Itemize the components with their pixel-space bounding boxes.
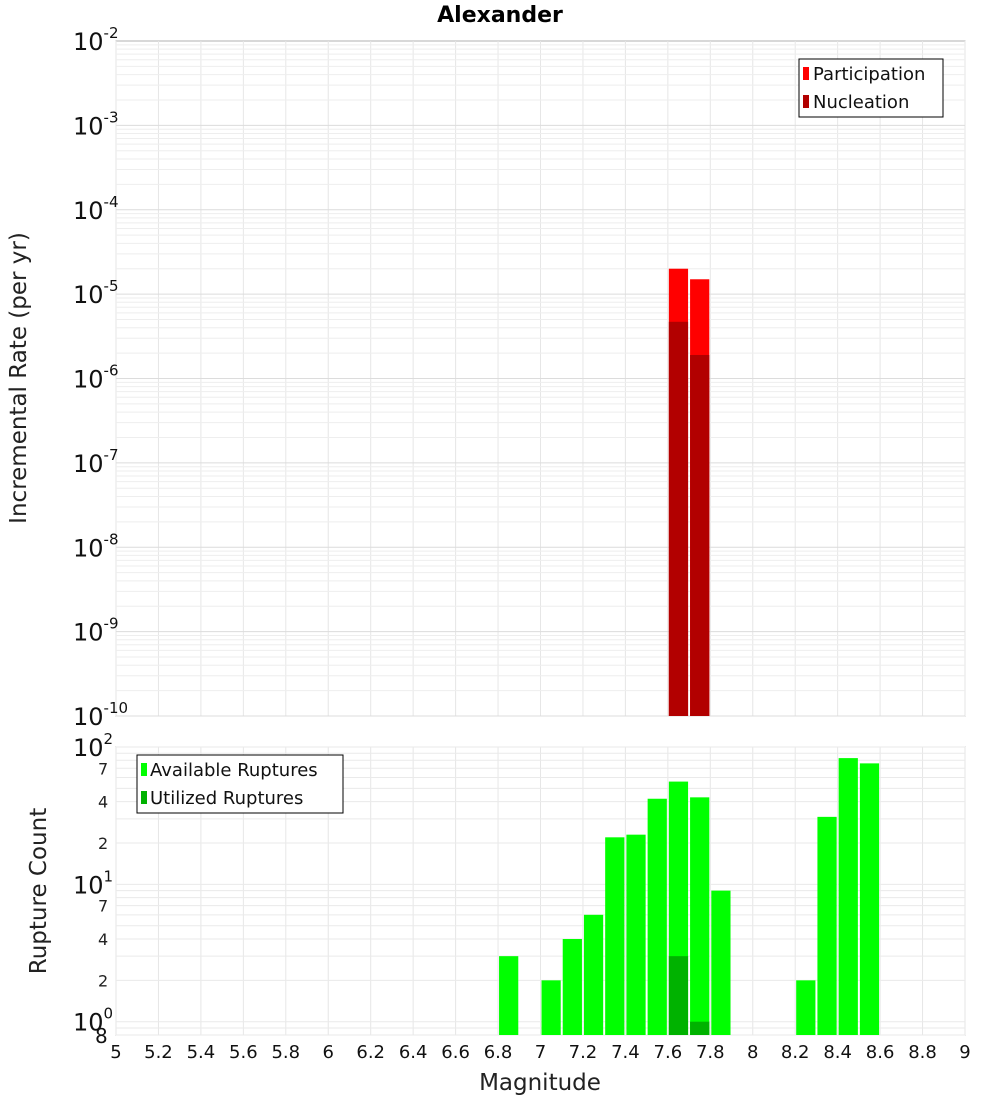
- top-y-tick-label: 10-4: [73, 193, 119, 225]
- x-tick-label: 6.2: [356, 1042, 385, 1063]
- available-ruptures-bar: [838, 758, 858, 1035]
- x-tick-label: 5.2: [144, 1042, 173, 1063]
- top-y-tick-label: 10-3: [73, 108, 119, 140]
- top-legend: Participation Nucleation: [798, 58, 944, 118]
- top-bars: [668, 268, 710, 716]
- bottom-bars: [499, 758, 880, 1035]
- x-tick-label: 6.4: [399, 1042, 428, 1063]
- available-ruptures-bar: [562, 939, 582, 1035]
- chart-title: Alexander: [437, 3, 563, 28]
- x-axis-label: Magnitude: [479, 1070, 601, 1096]
- bottom-y-minor-tick-label: 7: [98, 759, 108, 778]
- available-ruptures-bar: [711, 890, 731, 1035]
- legend-label-available: Available Ruptures: [150, 760, 318, 781]
- x-tick-label: 7.6: [654, 1042, 683, 1063]
- available-ruptures-bar: [626, 834, 646, 1035]
- available-ruptures-bar: [647, 798, 667, 1035]
- bottom-y-minor-tick-label: 7: [98, 897, 108, 916]
- x-tick-label: 5.6: [229, 1042, 258, 1063]
- x-tick-label: 8.8: [908, 1042, 937, 1063]
- legend-swatch-utilized: [141, 791, 147, 804]
- x-tick-label: 6: [323, 1042, 334, 1063]
- available-ruptures-bar: [583, 914, 604, 1035]
- available-ruptures-bar: [605, 837, 625, 1035]
- top-y-ticks: 10-10 10-9 10-8 10-7 10-6 10-5 10-4 10-3 10-2: [73, 24, 128, 731]
- bottom-panel: 100 101 102 8 2 4 7 2 4 7 5 5.2 5.4 5.6 5.8 6 6.2 6.4 6.6…: [26, 730, 971, 1096]
- nucleation-bar: [668, 321, 689, 716]
- x-tick-label: 5.8: [271, 1042, 300, 1063]
- x-tick-label: 8: [747, 1042, 758, 1063]
- bottom-y-minor-tick-label: 2: [98, 834, 108, 853]
- x-tick-label: 6.6: [441, 1042, 470, 1063]
- legend-label-utilized: Utilized Ruptures: [150, 788, 303, 809]
- top-legend-box: [798, 58, 944, 118]
- bottom-y-major-tick-label: 102: [73, 730, 113, 762]
- x-tick-label: 9: [959, 1042, 970, 1063]
- top-y-axis-label: Incremental Rate (per yr): [6, 232, 32, 524]
- x-tick-label: 5.4: [187, 1042, 216, 1063]
- bottom-y-axis-label: Rupture Count: [26, 808, 52, 974]
- top-panel: 10-10 10-9 10-8 10-7 10-6 10-5 10-4 10-3 10-2 In…: [6, 24, 966, 731]
- bottom-y-minor-tick-label: 4: [98, 930, 108, 949]
- bottom-y-minor-tick-label: 4: [98, 793, 108, 812]
- utilized-ruptures-bar: [668, 956, 689, 1035]
- x-tick-label: 7: [535, 1042, 546, 1063]
- top-y-tick-label: 10-6: [73, 362, 119, 394]
- bottom-legend-box: [136, 754, 344, 814]
- x-tick-label: 7.2: [569, 1042, 598, 1063]
- x-tick-label: 8.4: [823, 1042, 852, 1063]
- available-ruptures-bar: [690, 797, 710, 1035]
- available-ruptures-bar: [859, 763, 880, 1035]
- bottom-y-major-tick-label: 100: [73, 1005, 113, 1037]
- x-tick-label: 8.2: [781, 1042, 810, 1063]
- x-tick-label: 8.6: [866, 1042, 895, 1063]
- bottom-y-major-tick-label: 101: [73, 867, 113, 899]
- legend-swatch-nucleation: [803, 95, 809, 108]
- x-tick-label: 5: [110, 1042, 121, 1063]
- bottom-y-minor-tick-label: 8: [95, 1024, 108, 1048]
- top-y-tick-label: 10-2: [73, 24, 119, 56]
- top-gridlines: [115, 41, 966, 717]
- top-y-tick-label: 10-7: [73, 446, 119, 478]
- available-ruptures-bar: [499, 956, 519, 1035]
- top-y-tick-label: 10-8: [73, 530, 119, 562]
- top-y-tick-label: 10-9: [73, 615, 119, 647]
- available-ruptures-bar: [817, 816, 837, 1035]
- utilized-ruptures-bar: [690, 1021, 710, 1035]
- available-ruptures-bar: [796, 980, 816, 1035]
- bottom-y-ticks: 100 101 102 8 2 4 7 2 4 7: [73, 730, 113, 1048]
- nucleation-bar: [690, 354, 710, 716]
- x-tick-label: 6.8: [484, 1042, 513, 1063]
- legend-label-participation: Participation: [813, 64, 925, 85]
- top-y-tick-label: 10-10: [73, 699, 128, 731]
- bottom-legend: Available Ruptures Utilized Ruptures: [136, 754, 344, 814]
- top-y-tick-label: 10-5: [73, 277, 119, 309]
- legend-swatch-available: [141, 763, 147, 776]
- legend-swatch-participation: [803, 67, 809, 80]
- available-ruptures-bar: [541, 980, 561, 1035]
- x-tick-label: 7.4: [611, 1042, 640, 1063]
- bottom-y-minor-tick-label: 2: [98, 971, 108, 990]
- legend-label-nucleation: Nucleation: [813, 92, 909, 113]
- x-ticks: 5 5.2 5.4 5.6 5.8 6 6.2 6.4 6.6 6.8 7 7.2 7.4 7.6 7.8 8…: [110, 1042, 970, 1063]
- x-tick-label: 7.8: [696, 1042, 725, 1063]
